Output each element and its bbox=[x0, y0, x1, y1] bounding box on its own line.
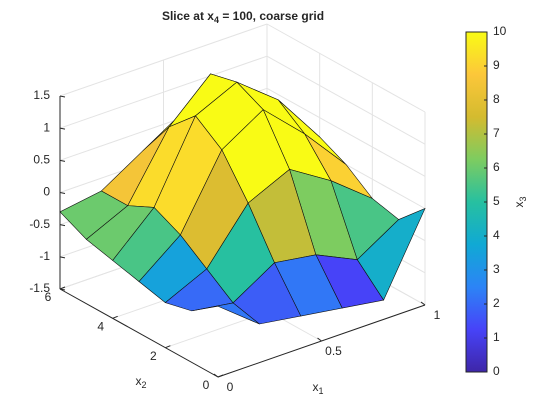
z-tick bbox=[59, 159, 66, 162]
z-tick bbox=[59, 256, 66, 259]
y-tick-label: 4 bbox=[97, 320, 104, 334]
y-tick-label: 6 bbox=[45, 290, 52, 304]
title-part: = 100, coarse grid bbox=[219, 9, 324, 23]
z-tick bbox=[59, 127, 66, 130]
grid-line bbox=[266, 23, 426, 113]
z-tick bbox=[59, 224, 66, 227]
y-tick bbox=[112, 315, 118, 319]
x-tick bbox=[213, 373, 219, 378]
surface-face bbox=[191, 302, 260, 325]
colorbar-tick-label: 10 bbox=[493, 24, 507, 38]
y-tick-label: 2 bbox=[150, 349, 157, 363]
colorbar-tick-label: 8 bbox=[493, 92, 500, 106]
z-tick-label: -0.5 bbox=[29, 217, 50, 231]
x-tick bbox=[317, 337, 322, 342]
title-part: Slice at x bbox=[162, 9, 214, 23]
label-sub: 3 bbox=[518, 196, 528, 201]
y-tick bbox=[59, 286, 66, 290]
colorbar-tick-label: 9 bbox=[493, 58, 500, 72]
z-tick bbox=[59, 192, 66, 194]
y-axis bbox=[59, 288, 219, 378]
colorbar-tick-label: 3 bbox=[493, 262, 500, 276]
y-axis-label: x2 bbox=[135, 374, 146, 390]
colorbar-tick-label: 5 bbox=[493, 194, 500, 208]
colorbar-label: x3 bbox=[512, 196, 528, 207]
z-tick-label: -1 bbox=[39, 249, 50, 263]
label-part: x bbox=[512, 202, 526, 208]
label-sub: 2 bbox=[141, 380, 146, 390]
z-tick-label: -1.5 bbox=[29, 281, 50, 295]
y-tick bbox=[165, 345, 171, 349]
x-tick-label: 0 bbox=[227, 380, 234, 394]
colorbar bbox=[465, 31, 488, 373]
label-part: x bbox=[135, 374, 141, 388]
z-tick-label: 1 bbox=[43, 120, 50, 134]
colorbar-tick-label: 2 bbox=[493, 296, 500, 310]
colorbar-tick-label: 6 bbox=[493, 160, 500, 174]
grid-line bbox=[266, 55, 426, 145]
z-tick-label: 0.5 bbox=[33, 153, 50, 167]
grid-line bbox=[266, 87, 426, 177]
x-tick bbox=[420, 301, 426, 306]
title-sub: 4 bbox=[214, 15, 219, 25]
colorbar-tick-label: 7 bbox=[493, 126, 500, 140]
x-axis-label: x1 bbox=[312, 380, 323, 396]
colorbar-tick-label: 1 bbox=[493, 330, 500, 344]
z-tick bbox=[59, 95, 66, 98]
x-tick-label: 0.5 bbox=[325, 344, 342, 358]
colorbar-tick-label: 4 bbox=[493, 228, 500, 242]
y-tick bbox=[217, 374, 224, 378]
colorbar-tick-label: 0 bbox=[493, 364, 500, 378]
x-tick-label: 1 bbox=[434, 308, 441, 322]
label-part: x bbox=[312, 380, 318, 394]
chart-title: Slice at x4 = 100, coarse grid bbox=[162, 9, 324, 25]
label-sub: 1 bbox=[318, 386, 323, 396]
z-tick-label: 0 bbox=[43, 185, 50, 199]
z-tick-label: 1.5 bbox=[33, 88, 50, 102]
y-tick-label: 0 bbox=[203, 378, 210, 392]
